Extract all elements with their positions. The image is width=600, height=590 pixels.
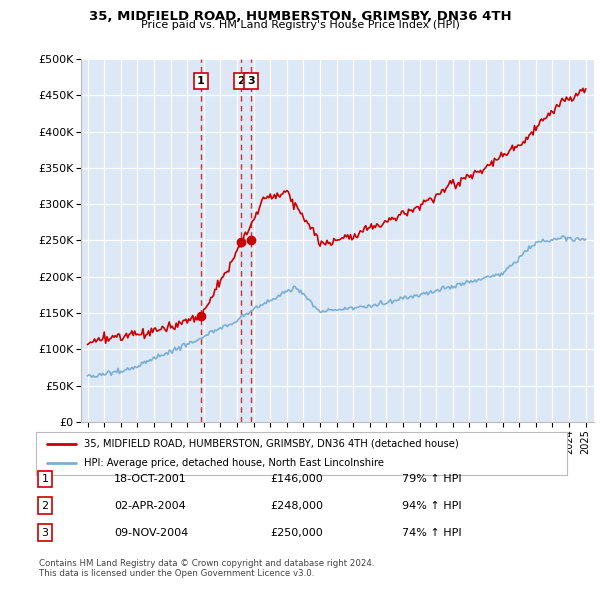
Text: 09-NOV-2004: 09-NOV-2004 (114, 528, 188, 537)
Text: Contains HM Land Registry data © Crown copyright and database right 2024.: Contains HM Land Registry data © Crown c… (39, 559, 374, 568)
Text: 35, MIDFIELD ROAD, HUMBERSTON, GRIMSBY, DN36 4TH (detached house): 35, MIDFIELD ROAD, HUMBERSTON, GRIMSBY, … (84, 439, 458, 449)
Text: 1: 1 (197, 76, 205, 86)
Text: 2: 2 (238, 76, 245, 86)
Text: This data is licensed under the Open Government Licence v3.0.: This data is licensed under the Open Gov… (39, 569, 314, 578)
Text: 94% ↑ HPI: 94% ↑ HPI (402, 501, 461, 510)
Text: 3: 3 (247, 76, 255, 86)
Text: £250,000: £250,000 (270, 528, 323, 537)
Text: 79% ↑ HPI: 79% ↑ HPI (402, 474, 461, 484)
Text: £146,000: £146,000 (270, 474, 323, 484)
Text: 02-APR-2004: 02-APR-2004 (114, 501, 186, 510)
Text: 3: 3 (41, 528, 49, 537)
Text: 18-OCT-2001: 18-OCT-2001 (114, 474, 187, 484)
Text: 1: 1 (41, 474, 49, 484)
Text: 2: 2 (41, 501, 49, 510)
Text: £248,000: £248,000 (270, 501, 323, 510)
Text: Price paid vs. HM Land Registry's House Price Index (HPI): Price paid vs. HM Land Registry's House … (140, 20, 460, 30)
Text: HPI: Average price, detached house, North East Lincolnshire: HPI: Average price, detached house, Nort… (84, 458, 384, 468)
Text: 74% ↑ HPI: 74% ↑ HPI (402, 528, 461, 537)
Text: 35, MIDFIELD ROAD, HUMBERSTON, GRIMSBY, DN36 4TH: 35, MIDFIELD ROAD, HUMBERSTON, GRIMSBY, … (89, 10, 511, 23)
